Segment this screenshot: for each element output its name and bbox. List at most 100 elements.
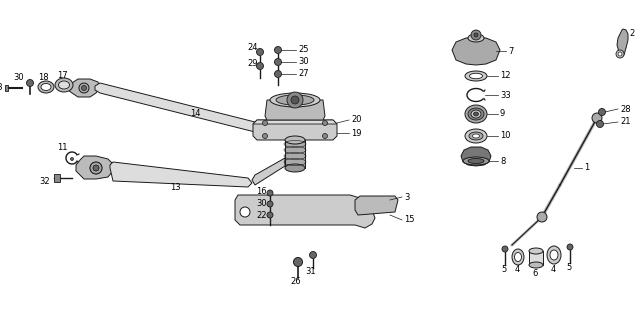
Circle shape (618, 52, 622, 56)
Ellipse shape (471, 110, 481, 118)
Text: 4: 4 (550, 264, 556, 273)
Circle shape (26, 79, 33, 86)
Text: 31: 31 (306, 268, 316, 277)
Polygon shape (66, 79, 100, 97)
Ellipse shape (276, 95, 314, 105)
Text: 6: 6 (532, 268, 538, 277)
Ellipse shape (468, 158, 484, 163)
Circle shape (323, 134, 328, 139)
Ellipse shape (550, 250, 558, 260)
Ellipse shape (470, 73, 483, 79)
Ellipse shape (285, 164, 305, 172)
Text: 18: 18 (38, 73, 48, 82)
Circle shape (592, 113, 602, 123)
Text: 8: 8 (500, 157, 506, 166)
Text: 10: 10 (500, 131, 511, 140)
Ellipse shape (547, 246, 561, 264)
Polygon shape (5, 85, 8, 91)
Circle shape (291, 96, 299, 104)
Text: 22: 22 (257, 210, 267, 219)
Text: 25: 25 (298, 46, 308, 55)
Text: 9: 9 (500, 109, 505, 118)
Text: 23: 23 (0, 83, 3, 92)
Text: 29: 29 (248, 59, 258, 68)
Circle shape (502, 246, 508, 252)
Text: 17: 17 (57, 72, 67, 81)
Circle shape (310, 251, 317, 259)
Polygon shape (617, 29, 628, 57)
Ellipse shape (465, 71, 487, 81)
Text: 20: 20 (351, 116, 362, 125)
Text: 4: 4 (515, 264, 520, 273)
Circle shape (262, 134, 268, 139)
Circle shape (70, 157, 74, 161)
Text: 30: 30 (298, 57, 308, 67)
Bar (54, 174, 60, 182)
Ellipse shape (474, 112, 479, 116)
Circle shape (79, 83, 89, 93)
Polygon shape (95, 83, 258, 132)
Text: 3: 3 (404, 193, 410, 202)
Circle shape (240, 207, 250, 217)
Text: 15: 15 (404, 215, 415, 224)
Ellipse shape (468, 34, 484, 42)
Ellipse shape (515, 253, 522, 262)
Text: 14: 14 (189, 108, 200, 117)
Ellipse shape (463, 157, 489, 165)
Ellipse shape (270, 93, 320, 107)
Text: 24: 24 (248, 43, 258, 52)
Text: 28: 28 (620, 104, 630, 113)
Text: 19: 19 (351, 129, 362, 138)
Text: 27: 27 (298, 69, 308, 78)
Text: 5: 5 (501, 264, 507, 273)
Circle shape (275, 46, 282, 54)
Circle shape (294, 258, 303, 267)
Circle shape (267, 201, 273, 207)
Circle shape (81, 86, 86, 91)
Circle shape (287, 92, 303, 108)
Bar (285, 140, 305, 168)
Ellipse shape (465, 105, 487, 123)
Circle shape (596, 121, 604, 127)
Text: 32: 32 (40, 178, 50, 187)
Circle shape (257, 63, 264, 69)
Text: 12: 12 (500, 72, 511, 81)
Circle shape (257, 48, 264, 55)
Ellipse shape (38, 81, 54, 93)
Ellipse shape (58, 81, 70, 89)
Circle shape (275, 70, 282, 78)
Polygon shape (252, 158, 285, 185)
Polygon shape (253, 120, 337, 140)
Text: 33: 33 (500, 91, 511, 100)
Circle shape (323, 121, 328, 126)
Ellipse shape (469, 132, 483, 140)
Text: 5: 5 (566, 263, 572, 272)
Circle shape (598, 108, 605, 116)
Ellipse shape (529, 262, 543, 268)
Circle shape (537, 212, 547, 222)
Text: 13: 13 (170, 184, 180, 193)
Circle shape (93, 165, 99, 171)
Ellipse shape (465, 129, 487, 143)
Ellipse shape (512, 249, 524, 265)
Text: 7: 7 (508, 46, 513, 55)
Polygon shape (76, 156, 112, 179)
Polygon shape (461, 147, 491, 166)
Circle shape (262, 121, 268, 126)
Circle shape (90, 162, 102, 174)
Ellipse shape (472, 134, 479, 138)
Text: 1: 1 (584, 163, 589, 172)
Polygon shape (355, 196, 398, 215)
Text: 21: 21 (620, 117, 630, 126)
Circle shape (267, 212, 273, 218)
Text: 16: 16 (257, 187, 267, 196)
Circle shape (267, 190, 273, 196)
Circle shape (616, 50, 624, 58)
Polygon shape (452, 37, 500, 65)
Circle shape (474, 33, 478, 37)
Ellipse shape (55, 78, 73, 92)
Circle shape (275, 59, 282, 65)
Polygon shape (110, 162, 252, 187)
Ellipse shape (41, 83, 51, 91)
Ellipse shape (285, 136, 305, 144)
